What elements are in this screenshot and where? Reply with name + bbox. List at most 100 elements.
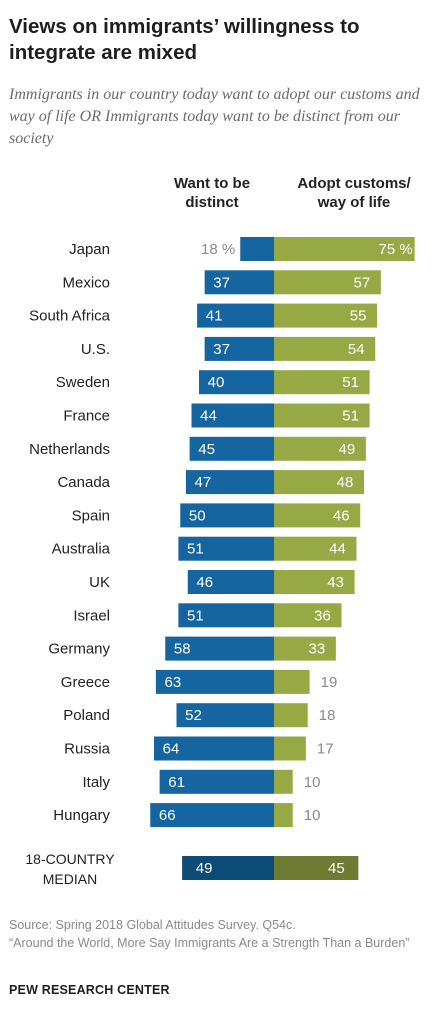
brand-label: PEW RESEARCH CENTER — [9, 983, 170, 997]
report-title: “Around the World, More Say Immigrants A… — [9, 936, 410, 950]
bar-adopt-russia — [274, 736, 306, 761]
bar-median-distinct — [182, 856, 274, 880]
category-label-u-s: U.S. — [81, 341, 110, 358]
chart-subtitle: Immigrants in our country today want to … — [9, 86, 420, 147]
category-label-poland: Poland — [63, 707, 110, 724]
value-label-distinct-australia: 51 — [187, 541, 204, 558]
bar-adopt-france — [274, 403, 370, 428]
bar-distinct-mexico — [204, 270, 274, 295]
bar-adopt-germany — [274, 636, 336, 661]
bar-distinct-hungary — [150, 803, 274, 828]
category-label-australia: Australia — [52, 541, 111, 558]
bar-distinct-israel — [178, 603, 274, 628]
category-label-germany: Germany — [48, 641, 110, 658]
bar-distinct-france — [191, 403, 274, 428]
category-label-uk: UK — [89, 574, 110, 591]
value-label-adopt-canada: 48 — [337, 474, 354, 491]
category-label-israel: Israel — [73, 607, 110, 624]
value-label-adopt-italy: 10 — [304, 774, 321, 791]
value-label-distinct-russia: 64 — [163, 741, 180, 758]
category-label-hungary: Hungary — [53, 807, 110, 824]
bar-adopt-hungary — [274, 803, 293, 828]
value-label-distinct-france: 44 — [200, 408, 217, 425]
value-label-distinct-sweden: 40 — [208, 374, 225, 391]
value-label-distinct-greece: 63 — [165, 674, 182, 691]
category-label-japan: Japan — [69, 241, 110, 258]
category-label-sweden: Sweden — [56, 374, 110, 391]
value-label-adopt-france: 51 — [342, 408, 359, 425]
value-label-adopt-poland: 18 — [319, 707, 336, 724]
value-label-adopt-netherlands: 49 — [339, 441, 356, 458]
bar-adopt-uk — [274, 570, 355, 594]
bar-adopt-south-africa — [274, 303, 378, 328]
bar-distinct-russia — [154, 736, 274, 761]
bar-adopt-netherlands — [274, 436, 366, 461]
bar-adopt-mexico — [274, 270, 381, 295]
bar-adopt-sweden — [274, 370, 370, 395]
bar-adopt-u-s — [274, 336, 376, 361]
category-label-mexico: Mexico — [62, 274, 110, 291]
bar-adopt-spain — [274, 503, 361, 528]
median-label-line2: MEDIAN — [43, 871, 97, 887]
bar-distinct-uk — [187, 570, 274, 594]
column-header-adopt: Adopt customs/ way of life — [297, 175, 411, 211]
source-note: Source: Spring 2018 Global Attitudes Sur… — [9, 916, 439, 952]
value-label-adopt-u-s: 54 — [348, 341, 365, 358]
value-label-adopt-hungary: 10 — [304, 807, 321, 824]
value-label-median-adopt: 45 — [328, 860, 345, 877]
bar-distinct-netherlands — [189, 436, 274, 461]
bar-adopt-canada — [274, 470, 364, 495]
value-label-distinct-canada: 47 — [195, 474, 212, 491]
value-label-adopt-australia: 44 — [329, 541, 346, 558]
value-label-distinct-netherlands: 45 — [198, 441, 215, 458]
bar-distinct-poland — [176, 703, 274, 728]
bar-distinct-germany — [165, 636, 274, 661]
bar-distinct-australia — [178, 536, 274, 561]
median-label-line1: 18-COUNTRY — [25, 851, 115, 867]
category-label-canada: Canada — [57, 474, 110, 491]
column-header-distinct: Want to be distinct — [173, 175, 251, 211]
value-label-distinct-israel: 51 — [187, 607, 204, 624]
bar-distinct-greece — [155, 669, 274, 694]
value-label-adopt-sweden: 51 — [342, 374, 359, 391]
category-label-italy: Italy — [82, 774, 110, 791]
bar-distinct-sweden — [199, 370, 274, 395]
value-label-distinct-germany: 58 — [174, 641, 191, 658]
category-label-spain: Spain — [72, 507, 110, 524]
bar-adopt-japan — [274, 237, 415, 261]
chart-title: Views on immigrants’ willingness to inte… — [9, 15, 360, 64]
bar-adopt-poland — [274, 703, 308, 728]
bar-distinct-italy — [159, 769, 274, 794]
category-label-netherlands: Netherlands — [29, 441, 110, 458]
value-label-median-distinct: 49 — [196, 860, 213, 877]
bar-adopt-australia — [274, 536, 357, 561]
value-label-distinct-hungary: 66 — [159, 807, 176, 824]
value-label-adopt-germany: 33 — [309, 641, 326, 658]
value-label-adopt-russia: 17 — [317, 741, 334, 758]
bar-distinct-south-africa — [197, 303, 274, 328]
value-label-distinct-spain: 50 — [189, 507, 206, 524]
value-label-adopt-uk: 43 — [327, 574, 344, 591]
value-label-adopt-greece: 19 — [321, 674, 338, 691]
value-label-adopt-japan: 75 % — [379, 241, 413, 258]
bar-adopt-israel — [274, 603, 342, 628]
category-label-russia: Russia — [64, 741, 111, 758]
bar-distinct-japan — [240, 237, 274, 261]
bar-distinct-canada — [185, 470, 274, 495]
value-label-distinct-mexico: 37 — [213, 274, 230, 291]
bar-distinct-u-s — [204, 336, 274, 361]
value-label-distinct-italy: 61 — [168, 774, 185, 791]
bar-adopt-italy — [274, 769, 293, 794]
category-label-greece: Greece — [61, 674, 110, 691]
value-label-distinct-japan: 18 % — [201, 241, 235, 258]
value-label-adopt-south-africa: 55 — [350, 308, 367, 325]
value-label-distinct-south-africa: 41 — [206, 308, 223, 325]
value-label-adopt-israel: 36 — [314, 607, 331, 624]
category-label-france: France — [63, 408, 110, 425]
bar-median-adopt — [274, 856, 359, 880]
bar-adopt-greece — [274, 669, 310, 694]
value-label-distinct-poland: 52 — [185, 707, 202, 724]
value-label-distinct-uk: 46 — [196, 574, 213, 591]
diverging-bar-chart: Japan 18 % 75 % Mexico 37 57 South Africa 41 55 U… — [25, 237, 415, 887]
source-text: Source: Spring 2018 Global Attitudes Sur… — [9, 918, 296, 932]
